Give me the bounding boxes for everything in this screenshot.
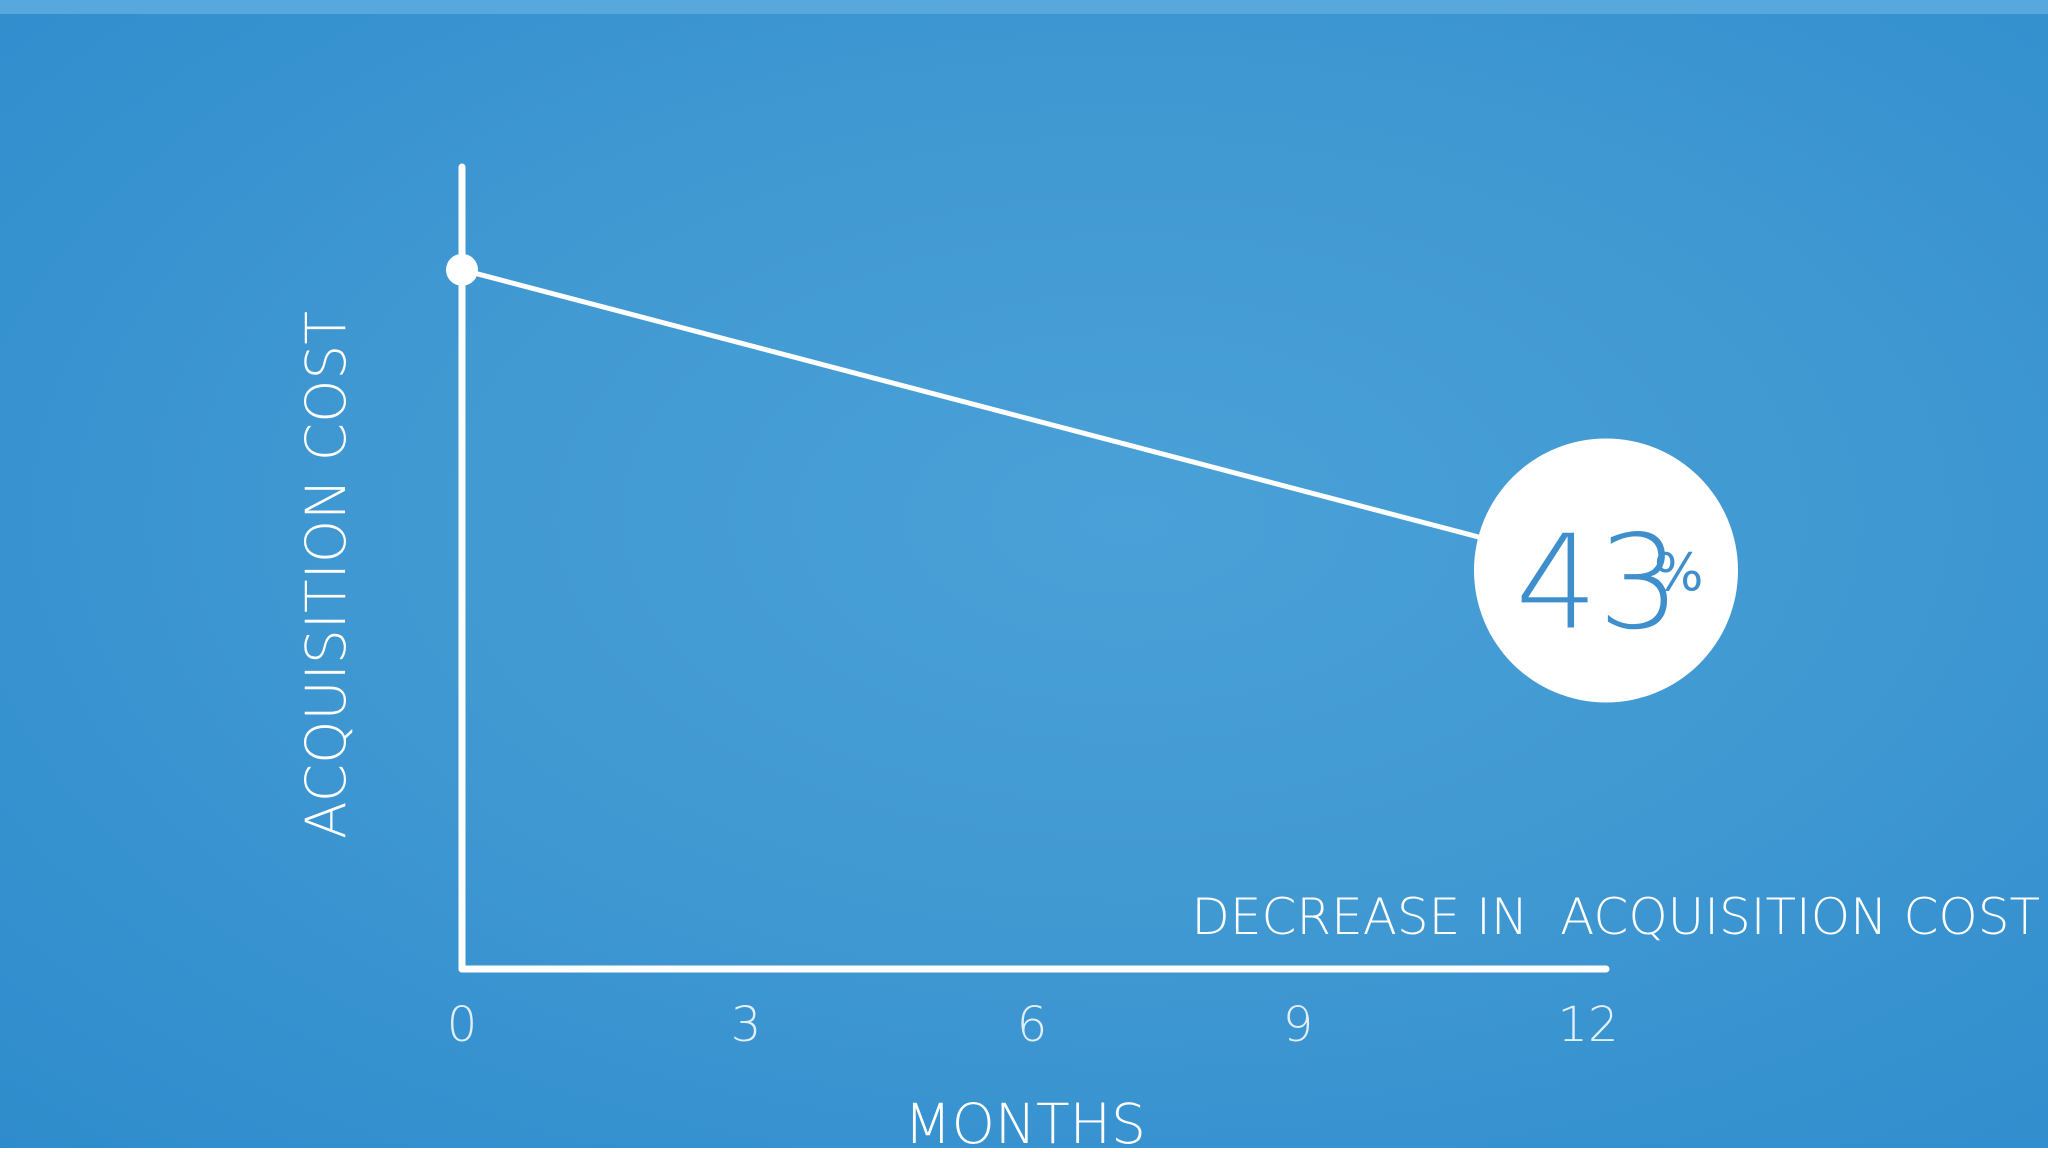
x-tick-label: 6: [1017, 997, 1048, 1053]
callout-circle: [1474, 438, 1738, 703]
x-tick-label: 9: [1283, 997, 1314, 1053]
y-axis-title: ACQUISITION COST: [294, 311, 358, 839]
bottom-bar: [0, 1148, 2048, 1152]
x-axis-title: MONTHS: [904, 1092, 1146, 1152]
callout-percent-sign: %: [1654, 543, 1703, 603]
x-tick-label: 3: [731, 997, 762, 1053]
percent-callout: 43 %: [1474, 438, 1738, 703]
data-point: [446, 253, 478, 286]
chart-axes: [458, 163, 1610, 973]
callout-caption: DECREASE IN ACQUISITION COST: [1191, 888, 2040, 946]
x-tick-labels: 0 3 6 9 12: [447, 997, 1619, 1053]
callout-value: 43: [1515, 506, 1680, 658]
x-tick-label: 0: [447, 997, 478, 1053]
series-layer: [446, 253, 1607, 573]
x-tick-label: 12: [1557, 997, 1618, 1053]
top-bar: [0, 0, 2048, 14]
series-line: [461, 267, 1607, 573]
